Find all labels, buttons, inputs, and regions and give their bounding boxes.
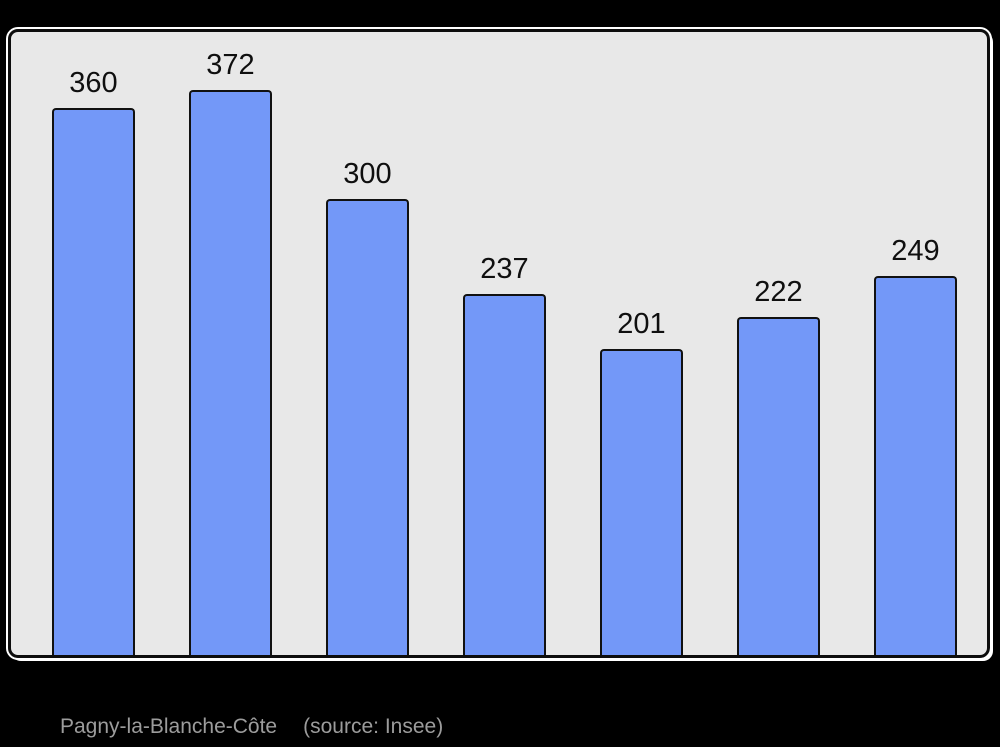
plot-area: 360 372 300 237 201 222 249	[11, 32, 987, 655]
bar-value-label: 201	[617, 308, 666, 340]
bar-value-label: 249	[891, 235, 940, 267]
bar-value-label: 300	[343, 158, 392, 190]
bar	[52, 108, 135, 655]
caption-commune: Pagny-la-Blanche-Côte	[60, 715, 278, 738]
bar-value-label: 222	[754, 276, 803, 308]
bar	[326, 199, 409, 655]
bar	[737, 317, 820, 655]
bar-value-label: 360	[69, 67, 118, 99]
caption-source: (source: Insee)	[303, 715, 444, 738]
bar-value-label: 237	[480, 253, 529, 285]
bar-value-label: 372	[206, 49, 255, 81]
bar	[463, 294, 546, 655]
chart-frame: 360 372 300 237 201 222 249	[6, 27, 992, 660]
bar	[600, 349, 683, 655]
caption: Pagny-la-Blanche-Côte (source: Insee)	[60, 714, 443, 740]
bar	[874, 276, 957, 655]
bar	[189, 90, 272, 655]
